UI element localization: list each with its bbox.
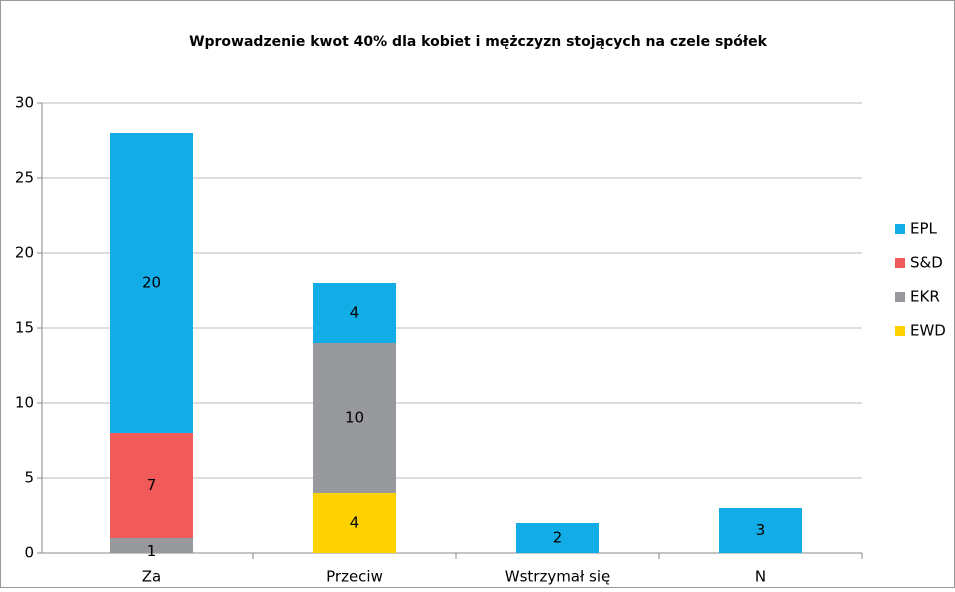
- data-label: 10: [345, 409, 364, 427]
- legend-label: EPL: [910, 220, 938, 238]
- bar-segment: [110, 433, 193, 538]
- bar-segment: [516, 523, 599, 553]
- y-tick-label: 5: [24, 469, 34, 487]
- legend-label: EWD: [910, 322, 946, 340]
- x-tick-label: Za: [142, 568, 161, 586]
- y-tick-label: 25: [15, 169, 34, 187]
- bar-segment: [313, 343, 396, 493]
- bar-segment: [313, 283, 396, 343]
- legend-swatch: [895, 258, 905, 268]
- bar-segment: [313, 493, 396, 553]
- chart-title: Wprowadzenie kwot 40% dla kobiet i mężcz…: [189, 34, 768, 50]
- data-label: 20: [142, 274, 161, 292]
- data-label: 1: [147, 542, 157, 560]
- bar-segment: [719, 508, 802, 553]
- data-label: 4: [350, 304, 360, 322]
- y-tick-label: 20: [15, 244, 34, 262]
- data-label: 3: [756, 521, 766, 539]
- y-tick-label: 10: [15, 394, 34, 412]
- bar-segment: [110, 538, 193, 553]
- x-tick-label: N: [755, 568, 766, 586]
- bar-segment: [110, 133, 193, 433]
- legend-label: EKR: [910, 288, 940, 306]
- legend-label: S&D: [910, 254, 943, 272]
- y-tick-label: 30: [15, 94, 34, 112]
- x-tick-label: Przeciw: [326, 568, 383, 586]
- data-label: 4: [350, 514, 360, 532]
- legend-swatch: [895, 292, 905, 302]
- y-tick-label: 0: [24, 544, 34, 562]
- legend-swatch: [895, 326, 905, 336]
- x-tick-label: Wstrzymał się: [505, 568, 611, 586]
- data-label: 7: [147, 476, 157, 494]
- legend-swatch: [895, 224, 905, 234]
- data-label: 2: [553, 529, 563, 547]
- y-tick-label: 15: [15, 319, 34, 337]
